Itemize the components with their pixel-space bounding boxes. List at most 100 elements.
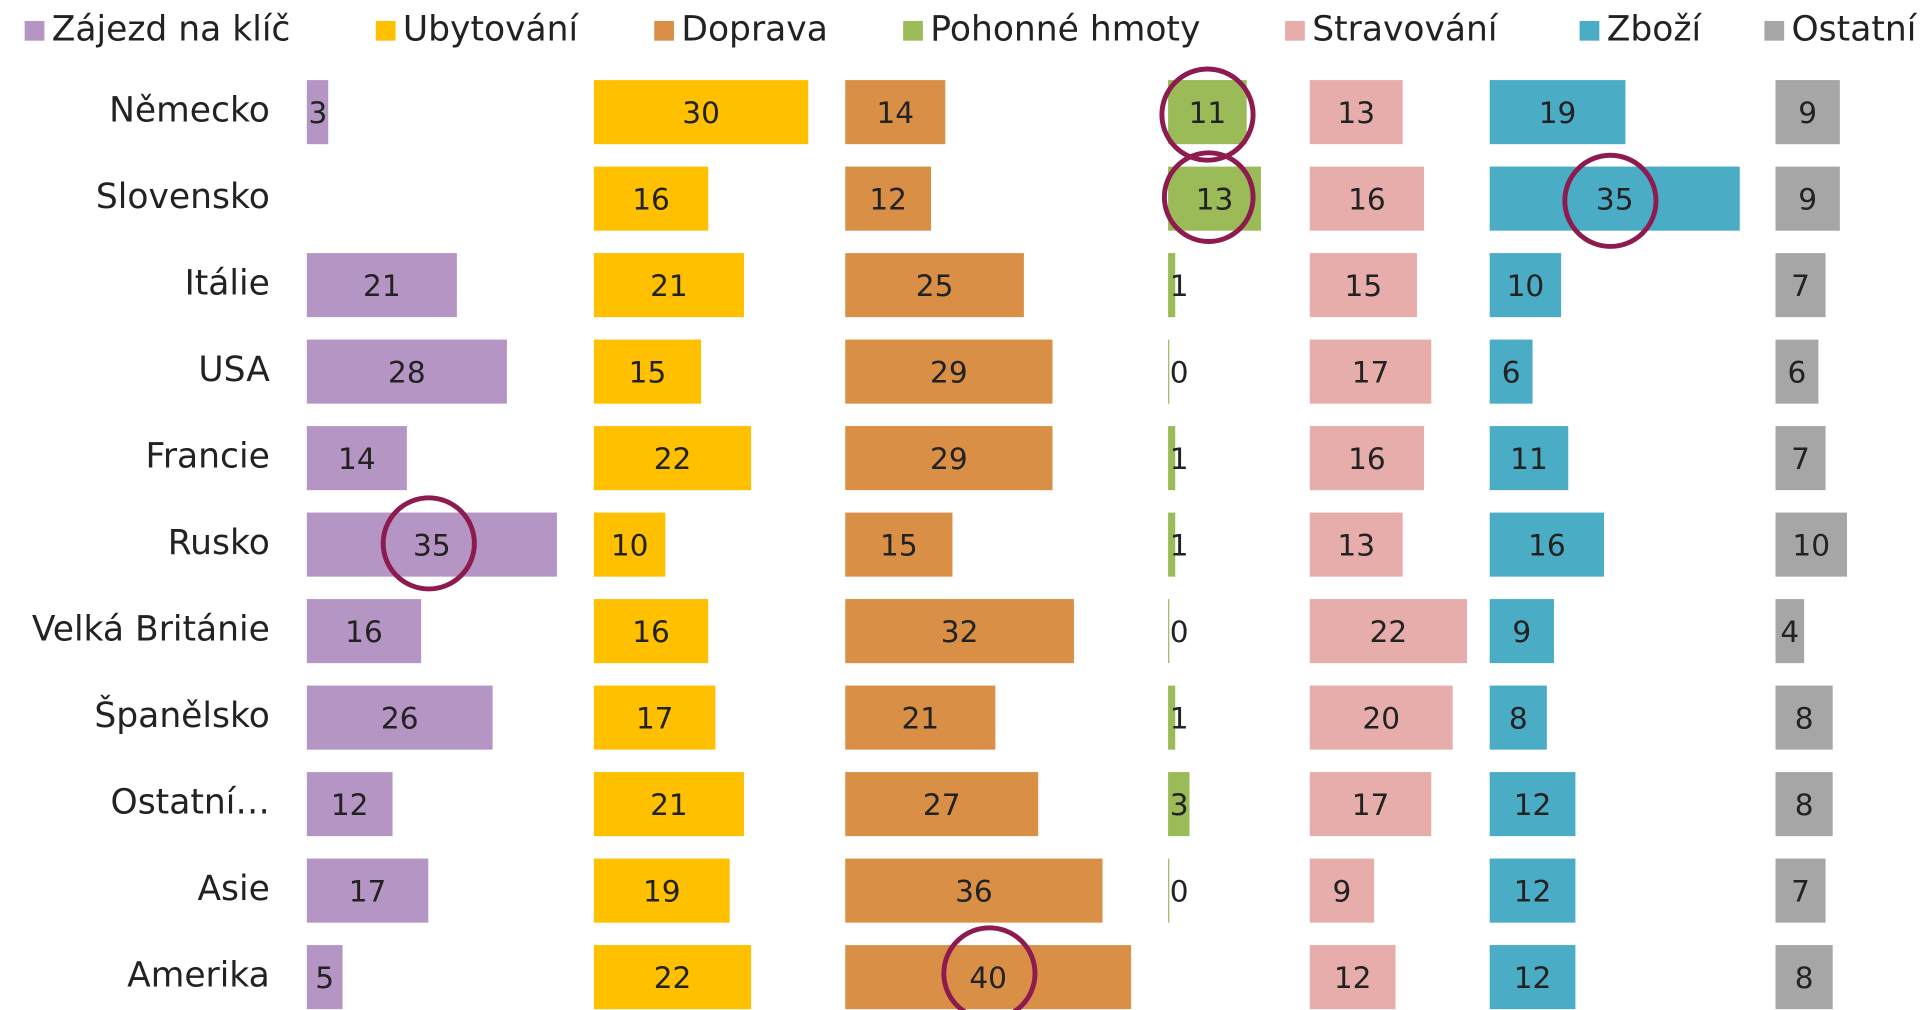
bar	[593, 772, 744, 837]
bar	[593, 945, 752, 1010]
value-label: 16	[632, 615, 670, 649]
value-label: 29	[930, 442, 968, 476]
value-label: 26	[381, 702, 419, 736]
bar	[1775, 945, 1833, 1010]
bar	[1309, 599, 1467, 664]
legend-swatch	[654, 20, 674, 41]
value-label: 8	[1795, 961, 1814, 995]
bar	[1489, 339, 1533, 404]
value-label: 8	[1509, 702, 1528, 736]
value-label: 15	[629, 356, 667, 390]
bar	[306, 253, 457, 318]
bar	[845, 599, 1074, 664]
bar	[1775, 512, 1847, 577]
category-label: Itálie	[185, 264, 270, 304]
bar	[1309, 166, 1425, 231]
value-label: 25	[916, 269, 954, 303]
highlight-circle	[380, 495, 477, 592]
bar	[1309, 80, 1403, 145]
value-label: 22	[654, 442, 692, 476]
value-label: 16	[1348, 183, 1386, 217]
legend-swatch	[1579, 20, 1600, 41]
legend-label: Ubytování	[403, 9, 580, 49]
value-label: 17	[1352, 788, 1390, 822]
bar	[1489, 512, 1605, 577]
bar	[845, 772, 1039, 837]
legend-swatch	[1285, 20, 1305, 41]
value-label: 3	[1170, 788, 1189, 822]
bar	[1168, 685, 1176, 750]
bar	[1489, 599, 1554, 664]
bar	[1489, 858, 1576, 923]
bar	[1309, 945, 1396, 1010]
bar	[1489, 426, 1569, 491]
bar	[1168, 426, 1176, 491]
value-label: 19	[1539, 96, 1577, 130]
bar	[1309, 685, 1453, 750]
highlight-circle	[1161, 150, 1256, 244]
legend-swatch	[903, 20, 923, 41]
bar	[593, 339, 702, 404]
bar	[1168, 772, 1190, 837]
bar	[1168, 858, 1170, 923]
value-label: 0	[1170, 356, 1189, 390]
value-label: 17	[636, 702, 674, 736]
bar	[306, 512, 557, 577]
value-label: 22	[1370, 615, 1408, 649]
bar	[1775, 339, 1819, 404]
bar	[1775, 80, 1840, 145]
value-label: 11	[1189, 96, 1227, 130]
category-label: Slovensko	[96, 177, 270, 217]
bar	[845, 80, 946, 145]
bar	[306, 772, 393, 837]
legend-label: Stravování	[1312, 9, 1499, 49]
value-label: 8	[1795, 702, 1814, 736]
highlights	[380, 66, 1659, 1010]
bar	[1168, 339, 1170, 404]
highlight-circle	[1562, 152, 1659, 249]
category-label: Francie	[146, 437, 270, 477]
value-label: 9	[1798, 183, 1817, 217]
bar	[306, 685, 493, 750]
value-label: 17	[349, 875, 387, 909]
value-label: 19	[643, 875, 681, 909]
value-label: 13	[1337, 96, 1375, 130]
value-label: 10	[1792, 529, 1830, 563]
bar	[1489, 772, 1576, 837]
category-label: Rusko	[168, 523, 270, 563]
category-label: Německo	[109, 91, 270, 131]
value-label: 15	[880, 529, 918, 563]
value-label: 40	[969, 961, 1007, 995]
bar	[1309, 772, 1432, 837]
bar	[1168, 253, 1176, 318]
value-label: 17	[1352, 356, 1390, 390]
value-label: 13	[1196, 183, 1234, 217]
bar	[593, 858, 730, 923]
value-label: 3	[308, 96, 327, 130]
highlight-circle	[1159, 66, 1256, 163]
bar	[306, 80, 329, 145]
value-label: 12	[1514, 875, 1552, 909]
bar	[306, 599, 422, 664]
value-label: 36	[955, 875, 993, 909]
bar	[1168, 512, 1176, 577]
bar	[593, 166, 709, 231]
value-label: 7	[1791, 875, 1810, 909]
value-label: 9	[1512, 615, 1531, 649]
bar	[1489, 253, 1562, 318]
bar	[1309, 339, 1432, 404]
value-label: 21	[650, 788, 688, 822]
bar	[1775, 426, 1826, 491]
value-label: 1	[1170, 269, 1189, 303]
value-label: 12	[1514, 788, 1552, 822]
bar	[306, 426, 407, 491]
category-label: Asie	[197, 869, 269, 909]
bar	[593, 426, 752, 491]
highlight-circle	[941, 925, 1038, 1010]
value-label: 13	[1337, 529, 1375, 563]
value-label: 11	[1510, 442, 1548, 476]
value-label: 14	[876, 96, 914, 130]
bar	[1309, 253, 1417, 318]
value-label: 12	[1334, 961, 1372, 995]
bar	[845, 166, 932, 231]
